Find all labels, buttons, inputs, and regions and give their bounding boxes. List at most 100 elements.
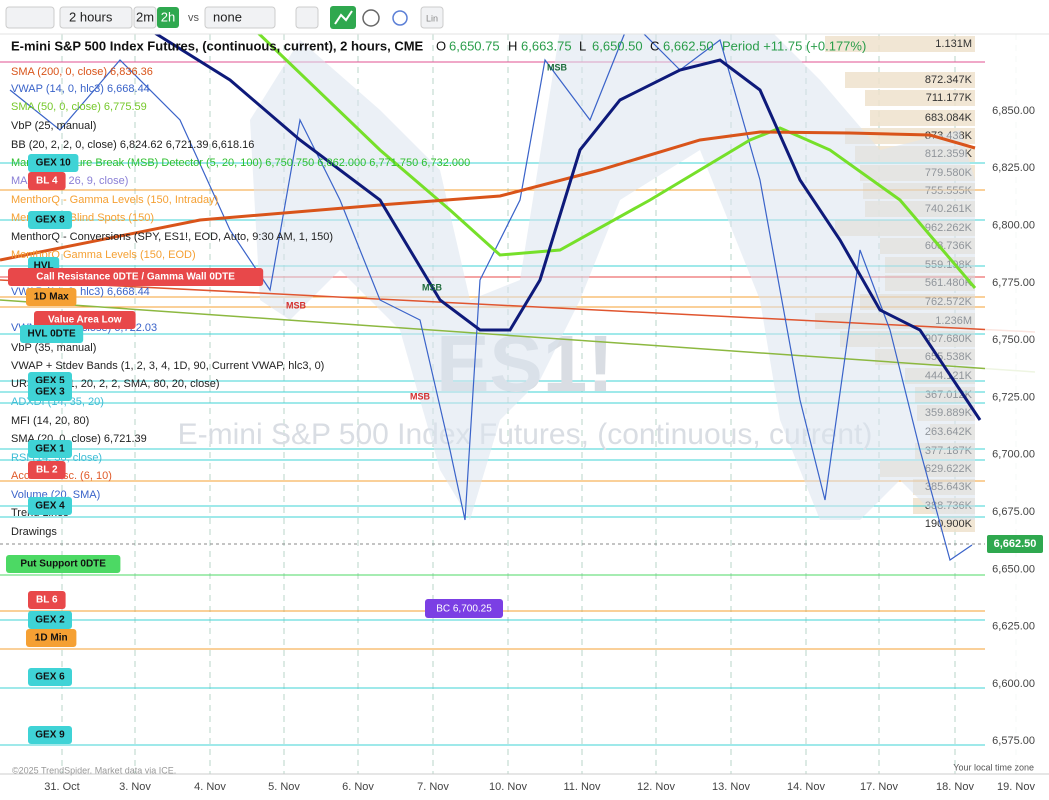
ohlc-label: C [650, 38, 659, 53]
level-tag [28, 591, 66, 609]
volume-bar [845, 72, 975, 88]
date-label: 13. Nov [712, 781, 750, 793]
date-label: 17. Nov [860, 781, 898, 793]
interval-button-label: 2m [136, 9, 154, 24]
ohlc-label: L [579, 38, 586, 53]
trend-line [0, 279, 1036, 333]
price-axis: 6,850.00 6,825.00 6,800.00 6,775.00 6,750.00… [987, 105, 1043, 747]
settings-button[interactable] [295, 6, 319, 29]
volume-bar [865, 90, 975, 106]
date-label: 19. Nov [997, 781, 1035, 793]
last-price-tag [987, 535, 1043, 553]
ohlc-value: 6,663.75 [521, 38, 572, 53]
interval-button-label: 2h [161, 9, 175, 24]
level-tag-label: GEX 6 [35, 672, 65, 683]
indicator-label: SMA (50, 0, close) 6,775.59 [11, 101, 147, 113]
level-tag-label: Put Support 0DTE [20, 559, 106, 570]
copyright: ©2025 TrendSpider. Market data via ICE. [12, 765, 176, 775]
clock-button[interactable] [362, 9, 380, 27]
indicator-label: VWAP + Stdev Bands (1, 2, 3, 4, 1D, 90, … [11, 360, 324, 372]
date-label: 7. Nov [417, 781, 449, 793]
scale-button[interactable] [420, 6, 444, 29]
timezone: Your local time zone [953, 762, 1034, 772]
indicator-label: MenthorQ - Gamma Levels (150, Intraday) [11, 194, 218, 206]
level-tag-label: GEX 8 [35, 215, 65, 226]
msb-label: MSB [286, 300, 307, 310]
level-tag [28, 461, 66, 479]
date-label: 14. Nov [787, 781, 825, 793]
last-price: 6,662.50 [994, 538, 1037, 550]
level-tag [28, 154, 79, 172]
header: E-mini S&P 500 Index Futures, (continuou… [11, 38, 866, 53]
level-tag [26, 288, 77, 306]
compare-menu[interactable] [204, 6, 276, 29]
volume-label: 711.177K [926, 92, 973, 104]
level-tag-label: Call Resistance 0DTE / Gamma Wall 0DTE [36, 272, 235, 283]
msb-label: MSB [422, 282, 443, 292]
level-tag [6, 555, 121, 573]
volume-bar [870, 110, 975, 126]
compare-label: none [213, 9, 242, 24]
msb-label: MSB [547, 62, 568, 72]
volume-label: 1.131M [935, 38, 972, 50]
vs-label: vs [188, 12, 200, 24]
toolbar: 2 hours 2m 2h vs none Lin [0, 0, 1049, 35]
level-tag [26, 629, 77, 647]
level-tag-label: GEX 3 [35, 387, 65, 398]
ohlc-value: 6,650.50 [592, 38, 643, 53]
level-tag [34, 311, 136, 329]
price-tick-label: 6,725.00 [992, 391, 1035, 403]
indicator-label: VbP (35, manual) [11, 342, 96, 354]
date-label: 4. Nov [194, 781, 226, 793]
scale-label: Lin [426, 13, 438, 23]
level-tag [28, 440, 72, 458]
vwma-line [149, 28, 982, 421]
level-tag-label: BL 4 [36, 176, 58, 187]
watermark-name: E-mini S&P 500 Index Futures, (continuou… [178, 418, 873, 451]
price-tick-label: 6,750.00 [992, 334, 1035, 346]
level-tag-label: BL 6 [36, 595, 58, 606]
volume-bar [825, 36, 975, 52]
interval-label: 2 hours [69, 9, 113, 24]
level-tag-label: 1D Min [35, 633, 68, 644]
sma-200-line [0, 130, 976, 262]
price-drawing [0, 10, 1036, 561]
level-tag-label: HVL 0DTE [28, 329, 76, 340]
interval-button[interactable] [133, 6, 157, 29]
price-tick-label: 6,600.00 [992, 678, 1035, 690]
sma-50-line [253, 28, 977, 289]
level-tag [28, 726, 72, 744]
level-tag-label: GEX 10 [36, 158, 71, 169]
price-tick-label: 6,775.00 [992, 277, 1035, 289]
level-tag [28, 497, 72, 515]
price-tick-label: 6,825.00 [992, 162, 1035, 174]
interval-button-active[interactable] [157, 7, 179, 28]
level-tag-label: BL 2 [36, 465, 58, 476]
symbol-menu[interactable] [5, 6, 55, 29]
ohlc-label: H [508, 38, 517, 53]
date-label: 3. Nov [119, 781, 151, 793]
indicator-label: SMA (200, 0, close) 6,836.36 [11, 66, 153, 78]
chart-type-icon [334, 10, 353, 25]
crosshair-button[interactable] [392, 10, 408, 26]
price-tick-label: 6,650.00 [992, 563, 1035, 575]
msb-label: MSB [410, 391, 431, 401]
period-change: Period +11.75 (+0.177%) [722, 38, 866, 53]
date-label: 11. Nov [563, 781, 601, 793]
level-tag-label: GEX 5 [35, 376, 65, 387]
ohlc-value: 6,650.75 [449, 38, 500, 53]
level-tag-label: GEX 4 [35, 501, 65, 512]
indicator-label: Market Structure Break (MSB) Detector (5… [11, 157, 470, 169]
level-tag [20, 325, 84, 343]
bollinger-band [250, 10, 975, 520]
volume-label: 683.084K [925, 112, 973, 124]
interval-menu[interactable] [59, 6, 133, 29]
price-tick-label: 6,800.00 [992, 220, 1035, 232]
level-tag-label: GEX 9 [35, 730, 65, 741]
price-tick-label: 6,850.00 [992, 105, 1035, 117]
volume-label: 190.900K [925, 518, 973, 530]
price-line [9, 18, 973, 561]
bc-label: BC 6,700.25 [436, 604, 492, 615]
